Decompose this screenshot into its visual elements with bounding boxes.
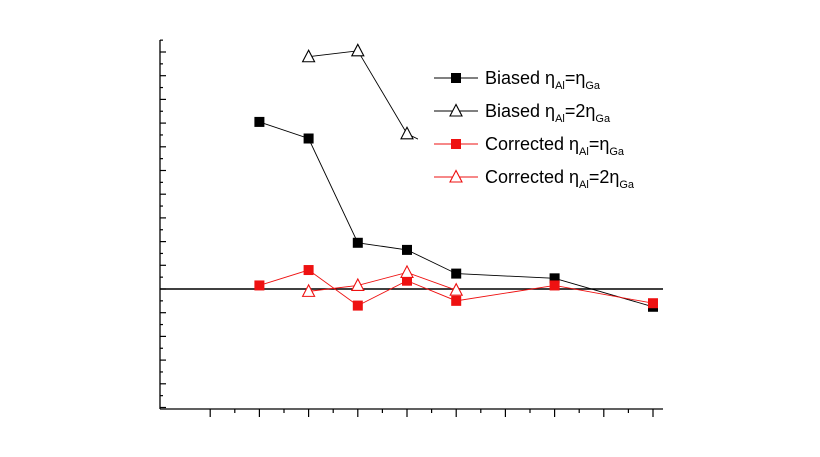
legend-entry: Corrected ηAl=ηGa: [434, 134, 625, 158]
data-point: [352, 300, 363, 311]
data-point: [303, 133, 314, 144]
legend-label: Corrected ηAl=2ηGa: [485, 167, 635, 191]
legend-entry: Biased ηAl=2ηGa: [434, 101, 611, 125]
data-point: [451, 295, 462, 306]
legend-marker: [451, 73, 461, 83]
legend-marker: [449, 169, 463, 183]
legend-label: Corrected ηAl=ηGa: [485, 134, 625, 158]
axes: [159, 39, 663, 417]
data-point: [402, 244, 412, 255]
data-point: [451, 268, 462, 279]
series-4: [301, 264, 464, 297]
data-point: [254, 116, 265, 127]
data-point: [254, 280, 265, 291]
legend-label: Biased ηAl=2ηGa: [485, 101, 611, 125]
legend-label: Biased ηAl=ηGa: [485, 68, 601, 92]
legend-items: Biased ηAl=ηGa Biased ηAl=2ηGa Corrected η…: [434, 68, 635, 191]
data-point: [350, 43, 365, 57]
data-point: [549, 273, 560, 284]
legend-entry: Corrected ηAl=2ηGa: [434, 167, 635, 191]
data-point: [402, 275, 412, 286]
legend-marker: [451, 139, 461, 149]
data-point: [350, 277, 365, 291]
data-point: [449, 282, 464, 296]
data-point: [400, 264, 414, 278]
series-layer: [254, 43, 658, 312]
legend: Biased ηAl=ηGa Biased ηAl=2ηGa Corrected η…: [418, 50, 664, 200]
data-point: [549, 280, 560, 291]
legend-entry: Biased ηAl=ηGa: [434, 68, 601, 92]
data-point: [400, 126, 414, 140]
data-point: [301, 283, 316, 297]
data-point: [301, 49, 316, 63]
data-point: [352, 237, 363, 248]
data-point: [648, 298, 658, 309]
series-3: [254, 265, 658, 311]
legend-marker: [449, 103, 463, 117]
data-point: [303, 265, 314, 276]
series-line: [308, 271, 457, 292]
